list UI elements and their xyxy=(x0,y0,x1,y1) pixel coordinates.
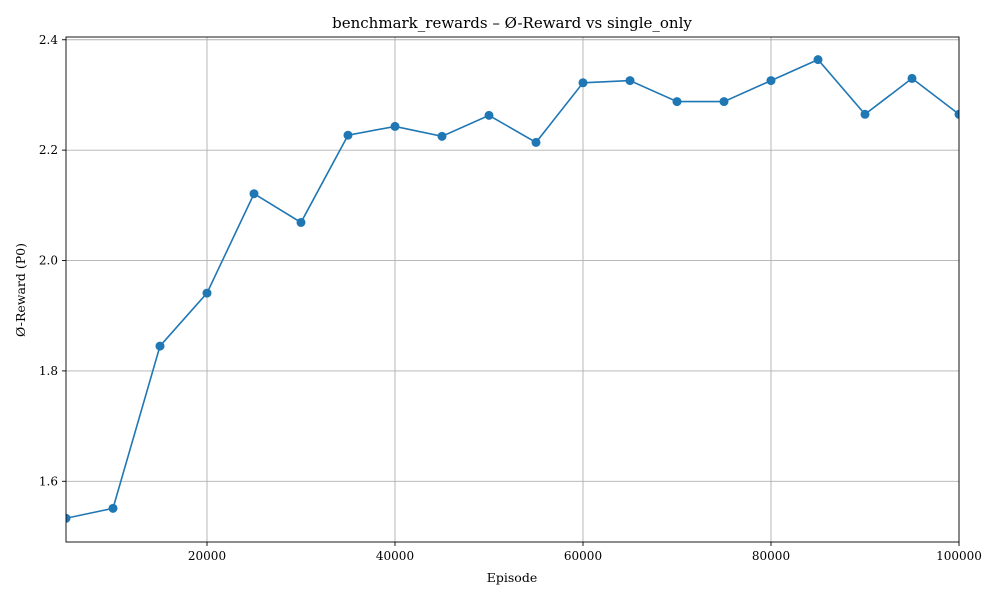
data-point xyxy=(578,78,588,88)
y-axis-ticks: 1.6 1.8 2.0 2.2 2.4 xyxy=(39,33,66,488)
data-point xyxy=(66,513,71,523)
x-tick-label: 60000 xyxy=(564,549,602,563)
series-layer xyxy=(66,55,959,523)
y-axis-label: Ø-Reward (P0) xyxy=(13,243,28,337)
x-tick-label: 20000 xyxy=(188,549,226,563)
grid-lines xyxy=(66,37,960,542)
data-point xyxy=(531,137,541,147)
data-point xyxy=(719,97,729,107)
x-tick-label: 80000 xyxy=(752,549,790,563)
data-point xyxy=(813,55,823,65)
data-point xyxy=(484,110,494,120)
x-tick-label: 40000 xyxy=(376,549,414,563)
y-tick-label: 2.2 xyxy=(39,143,58,157)
data-point xyxy=(437,131,447,141)
data-point xyxy=(860,109,870,119)
series-group xyxy=(66,55,959,523)
data-point xyxy=(766,76,776,86)
data-point xyxy=(155,341,165,351)
plot-frame xyxy=(65,36,960,543)
chart-title: benchmark_rewards – Ø-Reward vs single_o… xyxy=(332,14,692,32)
y-tick-label: 2.4 xyxy=(39,33,58,47)
x-tick-label: 100000 xyxy=(936,549,982,563)
x-axis-ticks: 20000 40000 60000 80000 100000 xyxy=(188,542,982,563)
data-point xyxy=(954,109,959,119)
data-point xyxy=(907,73,917,83)
data-point xyxy=(249,189,259,199)
data-point xyxy=(296,217,306,227)
data-point xyxy=(108,503,118,513)
data-point xyxy=(202,288,212,298)
y-tick-label: 1.6 xyxy=(39,474,58,488)
y-tick-label: 1.8 xyxy=(39,364,58,378)
data-point xyxy=(343,130,353,140)
x-axis-label: Episode xyxy=(487,570,537,585)
series-line xyxy=(66,58,959,520)
y-tick-label: 2.0 xyxy=(39,254,58,268)
data-point xyxy=(625,76,635,86)
data-point xyxy=(390,121,400,131)
data-point xyxy=(672,97,682,107)
